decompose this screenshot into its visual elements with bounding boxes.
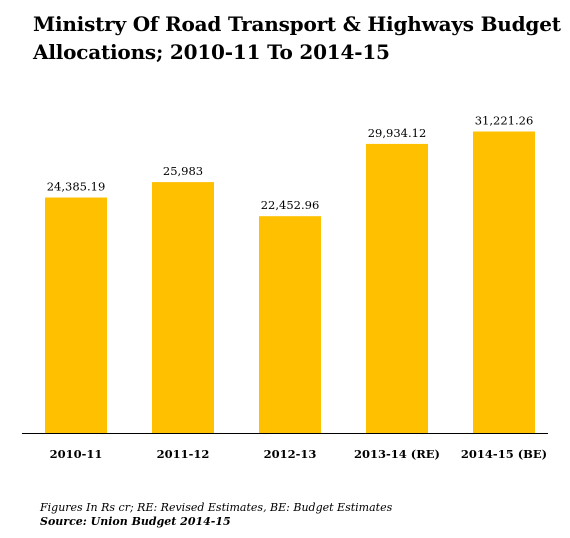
chart-title-line-1: Ministry Of Road Transport & Highways Bu… [33, 12, 561, 36]
data-label-2012-13: 22,452.96 [261, 198, 320, 212]
chart-title-line-2: Allocations; 2010-11 To 2014-15 [33, 40, 390, 64]
chart-title: Ministry Of Road Transport & Highways Bu… [33, 10, 563, 66]
data-label-2010-11: 24,385.19 [47, 180, 106, 194]
x-tick-label-2014-15 (BE): 2014-15 (BE) [461, 447, 547, 461]
x-tick-label-2013-14 (RE): 2013-14 (RE) [354, 447, 440, 461]
data-label-2013-14 (RE): 29,934.12 [368, 126, 427, 140]
x-tick-label-2011-12: 2011-12 [157, 447, 210, 461]
x-tick-label-2010-11: 2010-11 [50, 447, 103, 461]
data-label-2011-12: 25,983 [163, 164, 203, 178]
x-tick-label-2012-13: 2012-13 [264, 447, 317, 461]
bar-2010-11 [45, 197, 107, 433]
data-label-2014-15 (BE): 31,221.26 [475, 114, 534, 128]
bar-2011-12 [152, 182, 214, 433]
chart-footnote: Figures In Rs cr; RE: Revised Estimates,… [40, 501, 393, 514]
chart-source: Source: Union Budget 2014-15 [40, 515, 231, 528]
bar-2013-14 (RE) [366, 143, 428, 433]
bar-2012-13 [259, 216, 321, 433]
bar-2014-15 (BE) [473, 131, 535, 433]
